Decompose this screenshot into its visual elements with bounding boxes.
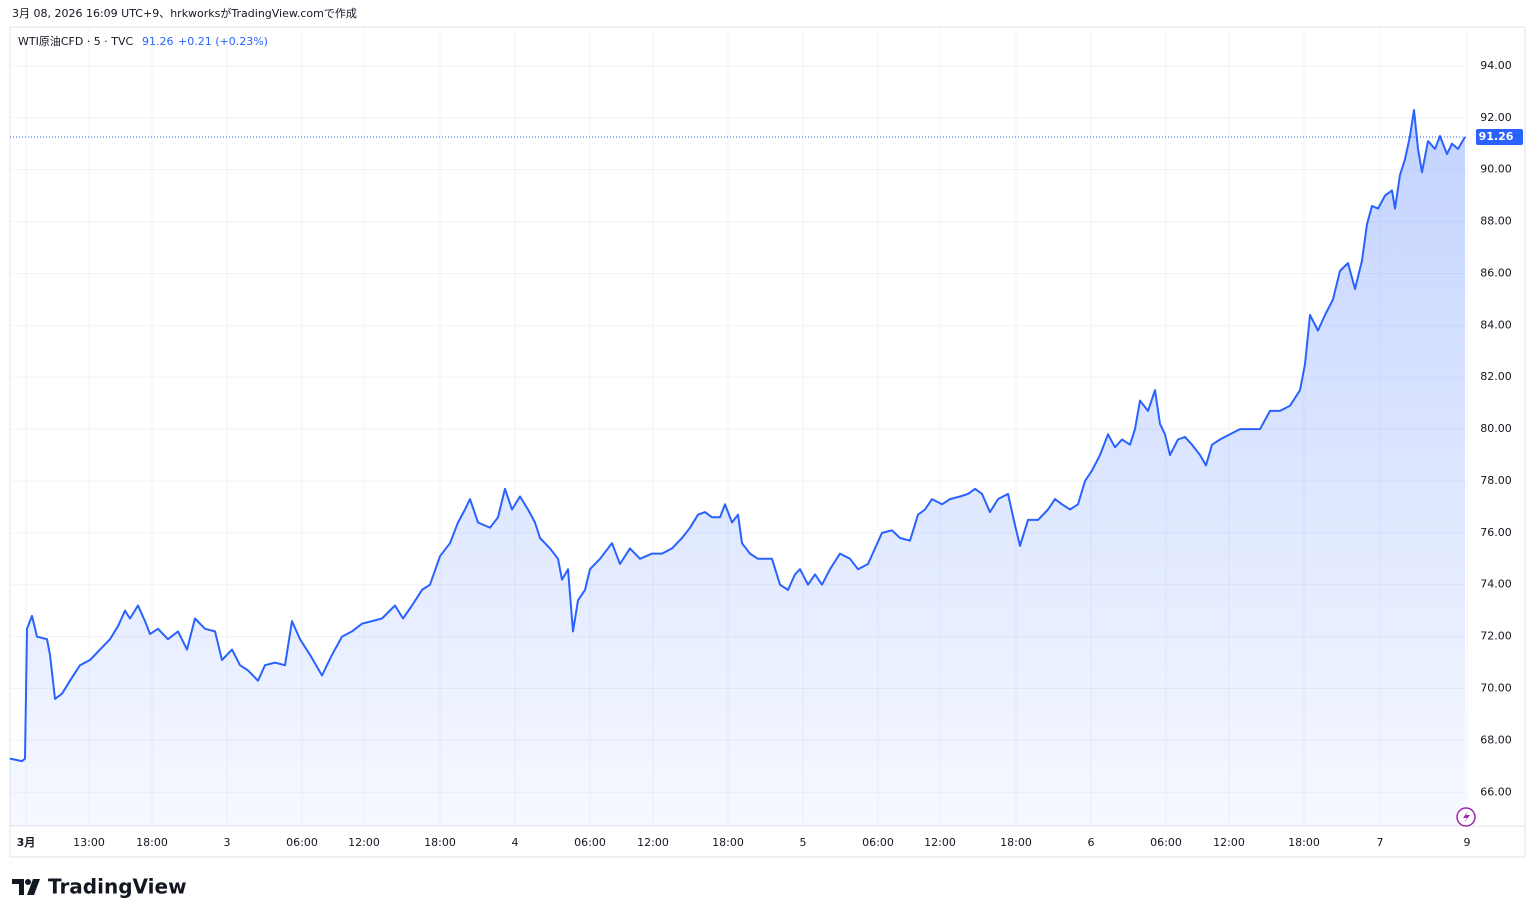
y-tick-label: 80.00 <box>1480 422 1512 435</box>
x-tick-label: 12:00 <box>348 836 380 849</box>
plot <box>9 109 1468 826</box>
price-line <box>9 109 1466 763</box>
last-price-label: 91.26 <box>1479 130 1514 143</box>
x-tick-label: 06:00 <box>574 836 606 849</box>
y-tick-label: 76.00 <box>1480 526 1512 539</box>
y-tick-label: 92.00 <box>1480 111 1512 124</box>
y-tick-label: 94.00 <box>1480 59 1512 72</box>
y-tick-label: 82.00 <box>1480 370 1512 383</box>
y-tick-label: 66.00 <box>1480 785 1512 798</box>
y-tick-label: 70.00 <box>1480 682 1512 695</box>
alert-bolt <box>1463 811 1470 823</box>
x-tick-label: 06:00 <box>1150 836 1182 849</box>
y-tick-label: 68.00 <box>1480 733 1512 746</box>
y-tick-label: 86.00 <box>1480 266 1512 279</box>
x-tick-label: 4 <box>512 836 519 849</box>
x-tick-label: 18:00 <box>1000 836 1032 849</box>
x-tick-label: 18:00 <box>712 836 744 849</box>
x-tick-label: 12:00 <box>1213 836 1245 849</box>
x-tick-label: 18:00 <box>424 836 456 849</box>
x-tick-label: 7 <box>1377 836 1384 849</box>
brand-logo <box>12 879 40 895</box>
x-tick-label: 06:00 <box>862 836 894 849</box>
y-tick-label: 90.00 <box>1480 163 1512 176</box>
x-tick-label: 6 <box>1088 836 1095 849</box>
x-tick-label: 9 <box>1464 836 1471 849</box>
x-tick-label: 3 <box>224 836 231 849</box>
x-tick-label: 12:00 <box>637 836 669 849</box>
y-tick-label: 78.00 <box>1480 474 1512 487</box>
x-tick-label: 18:00 <box>1288 836 1320 849</box>
x-tick-label: 18:00 <box>136 836 168 849</box>
y-tick-label: 88.00 <box>1480 215 1512 228</box>
x-tick-label: 12:00 <box>924 836 956 849</box>
y-tick-label: 74.00 <box>1480 578 1512 591</box>
area <box>10 110 1465 826</box>
last-price-badge <box>1476 128 1523 145</box>
axes: 66.00 68.00 70.00 72.00 74.00 76.00 78.00 80.00… <box>17 59 1523 849</box>
caption: 3月 08, 2026 16:09 UTC+9、hrkworksがTrading… <box>12 6 357 20</box>
y-tick-label: 72.00 <box>1480 630 1512 643</box>
x-tick-label: 13:00 <box>73 836 105 849</box>
x-tick-label: 06:00 <box>286 836 318 849</box>
x-tick-label: 3月 <box>17 836 36 849</box>
y-tick-label: 84.00 <box>1480 318 1512 331</box>
chart-frame <box>9 26 1526 858</box>
symbol-title: WTI原油CFD · 5 · TVC <box>18 34 134 48</box>
price-change: +0.21 (+0.23%) <box>178 35 268 48</box>
last-price: 91.26 <box>142 35 174 48</box>
x-tick-label: 5 <box>800 836 807 849</box>
brand-name: TradingView <box>48 875 187 899</box>
